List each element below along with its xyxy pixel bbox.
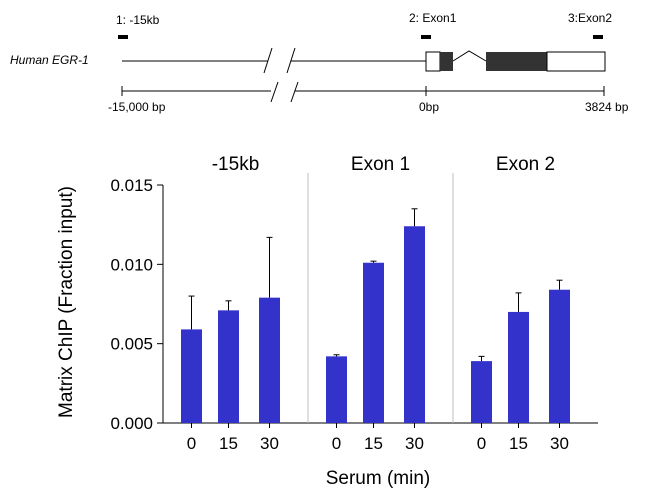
bar (508, 311, 529, 423)
panels: -15kb 0 15 30 Exon 1 0 15 30 Exon 2 0 15 30 (181, 154, 570, 453)
y-tick-label: 0.015 (110, 176, 153, 195)
bar (549, 289, 570, 423)
probe-label-1: 1: -15kb (116, 13, 160, 27)
bar (218, 310, 239, 423)
utr-box-1 (425, 51, 441, 72)
gene-map: 1: -15kb 2: Exon1 3:Exon2 Human EGR-1 -1… (10, 11, 629, 114)
x-tick-label: 30 (260, 434, 279, 453)
x-tick-label: 15 (219, 434, 238, 453)
exon-1 (440, 52, 453, 71)
x-tick-label: 0 (332, 434, 341, 453)
probe-marker-3 (593, 35, 603, 39)
probe-label-3: 3:Exon2 (568, 11, 612, 25)
scale-label-right: 3824 bp (585, 100, 629, 114)
x-tick-label: 15 (364, 434, 383, 453)
y-axis-title: Matrix ChIP (Fraction input) (56, 186, 77, 418)
panel-3: Exon 2 0 15 30 (452, 154, 570, 453)
bar (363, 262, 384, 423)
y-tick-label: 0.010 (110, 255, 153, 274)
bar (326, 356, 347, 423)
gene-name: Human EGR-1 (10, 53, 89, 67)
intron-line (452, 50, 487, 62)
probe-marker-1 (118, 35, 128, 39)
y-tick-label: 0.005 (110, 335, 153, 354)
panel-title: -15kb (212, 154, 260, 175)
scale-label-left: -15,000 bp (108, 100, 166, 114)
x-tick-label: 30 (405, 434, 424, 453)
bar (259, 297, 280, 423)
probe-marker-2 (421, 35, 431, 39)
scale-break-2 (290, 81, 299, 103)
bar-chart: Matrix ChIP (Fraction input) Serum (min)… (56, 154, 598, 489)
bar (181, 329, 202, 423)
scale-break-1 (270, 81, 279, 103)
x-axis-title: Serum (min) (326, 468, 431, 489)
break-mark-2 (286, 47, 296, 74)
panel-title: Exon 1 (351, 154, 410, 175)
utr-box-2 (546, 51, 606, 72)
probe-label-2: 2: Exon1 (409, 11, 457, 25)
x-tick-label: 0 (477, 434, 486, 453)
x-tick-label: 0 (187, 434, 196, 453)
x-tick-label: 15 (509, 434, 528, 453)
x-tick-label: 30 (550, 434, 569, 453)
panel-1: -15kb 0 15 30 (181, 154, 280, 453)
break-mark-1 (263, 47, 273, 74)
exon-2 (486, 52, 547, 71)
bar (404, 226, 425, 423)
panel-title: Exon 2 (496, 154, 555, 175)
bar (471, 361, 492, 423)
y-ticks: 0.000 0.005 0.010 0.015 (110, 176, 163, 433)
y-tick-label: 0.000 (110, 414, 153, 433)
panel-2: Exon 1 0 15 30 (307, 154, 425, 453)
scale-label-mid: 0bp (419, 100, 439, 114)
